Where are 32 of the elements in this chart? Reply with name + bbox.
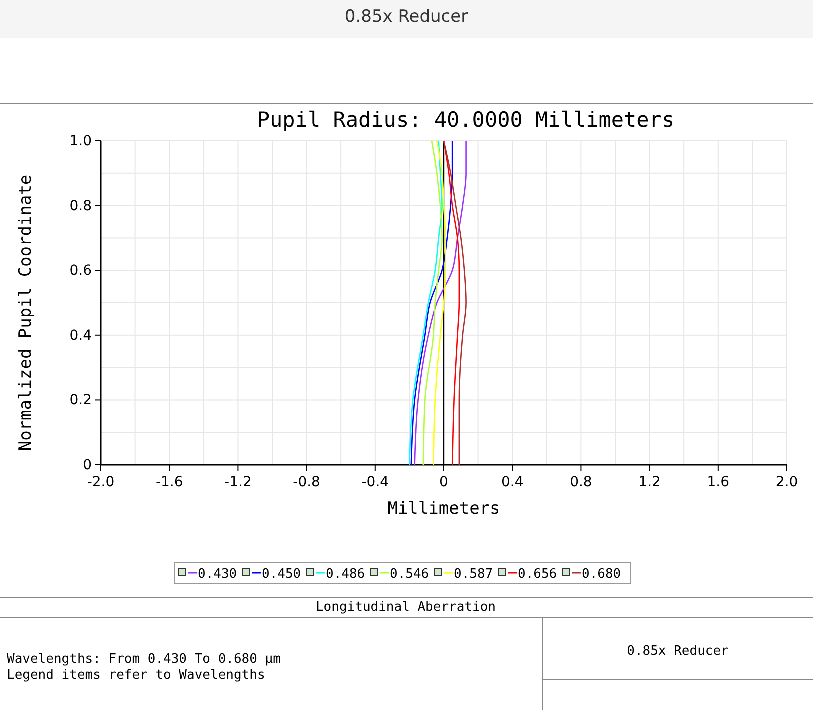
legend-label: 0.680 — [582, 567, 622, 582]
y-tick-label: 0.4 — [70, 328, 92, 344]
legend-label: 0.450 — [262, 567, 302, 582]
x-tick-label: -1.2 — [224, 474, 252, 491]
x-tick-label: 0 — [440, 474, 448, 491]
y-tick-label: 0.6 — [70, 263, 92, 280]
legend-label: 0.486 — [326, 567, 366, 582]
x-tick-label: 0.4 — [501, 474, 524, 491]
chart-subtitle: Pupil Radius: 40.0000 Millimeters — [257, 108, 675, 132]
text: Longitudinal Aberration — [316, 600, 496, 615]
x-tick-label: -1.6 — [156, 474, 184, 491]
text: 0.85x Reducer — [627, 644, 730, 659]
y-tick-label: 1.0 — [70, 133, 92, 150]
legend-label: 0.656 — [518, 567, 558, 582]
x-tick-label: -0.4 — [362, 474, 390, 491]
x-tick-label: -0.8 — [293, 474, 320, 491]
x-tick-label: 1.6 — [707, 474, 730, 491]
legend-label: 0.587 — [454, 567, 494, 582]
x-axis-title: Millimeters — [388, 499, 500, 519]
legend-label: 0.546 — [390, 567, 430, 582]
text: Wavelengths: From 0.430 To 0.680 µm — [7, 652, 282, 667]
text: Legend items refer to Wavelengths — [7, 668, 266, 683]
chart-title: 0.85x Reducer — [344, 7, 468, 27]
y-axis-title: Normalized Pupil Coordinate — [16, 174, 36, 452]
y-tick-label: 0.8 — [70, 198, 92, 214]
x-tick-label: -2.0 — [87, 474, 115, 491]
x-tick-label: 0.8 — [570, 474, 592, 491]
y-tick-label: 0 — [83, 457, 92, 474]
x-tick-label: 1.2 — [638, 474, 661, 491]
y-tick-label: 0.2 — [70, 392, 92, 409]
legend-label: 0.430 — [198, 567, 238, 582]
x-tick-label: 2.0 — [776, 474, 798, 491]
